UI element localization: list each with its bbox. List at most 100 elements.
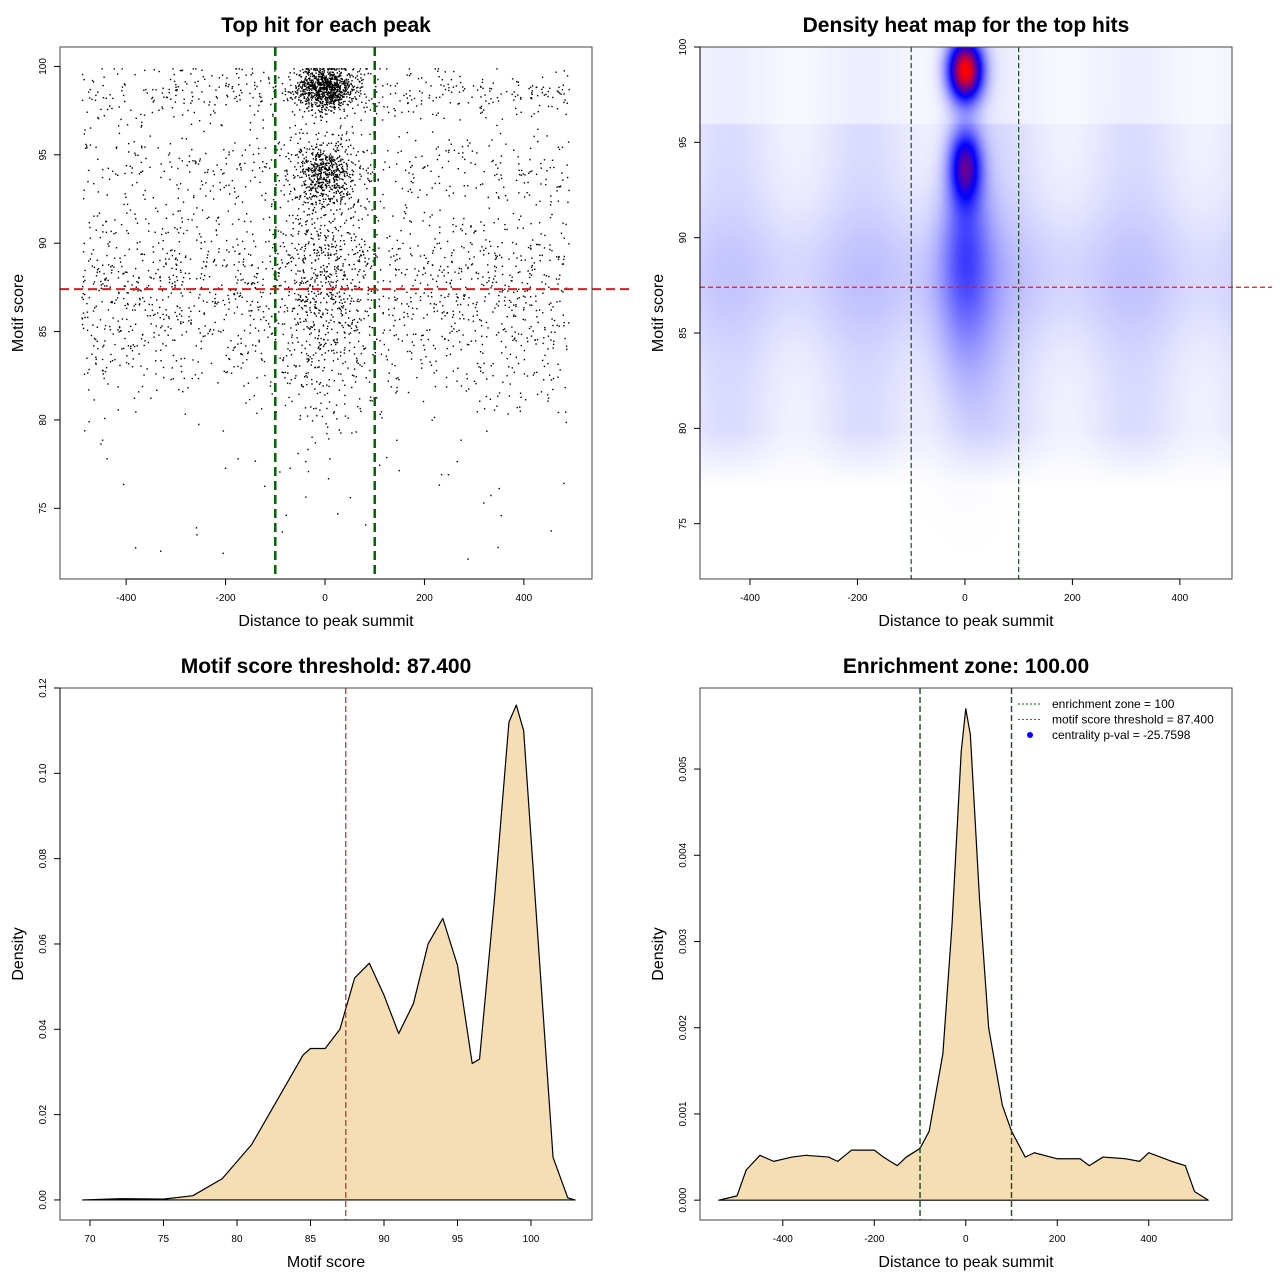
scatter-point (171, 249, 173, 251)
scatter-point (321, 186, 323, 189)
scatter-point (299, 176, 301, 179)
scatter-point (239, 99, 241, 101)
scatter-point (201, 209, 204, 211)
scatter-point (334, 87, 336, 90)
scatter-point (294, 197, 297, 199)
scatter-point (339, 201, 342, 203)
scatter-point (324, 247, 327, 250)
scatter-point (323, 270, 326, 272)
scatter-point (360, 86, 362, 88)
legend-entry: motif score threshold = 87.400 (1052, 713, 1214, 727)
scatter-point (303, 81, 305, 84)
scatter-point (163, 318, 165, 321)
scatter-point (325, 271, 328, 273)
scatter-point (141, 170, 144, 172)
scatter-point (306, 231, 308, 233)
scatter-point (339, 355, 342, 357)
scatter-point (347, 193, 349, 196)
scatter-point (302, 386, 304, 388)
scatter-point (358, 70, 361, 72)
scatter-point (312, 85, 315, 87)
scatter-point (312, 92, 314, 94)
scatter-point (331, 231, 334, 234)
scatter-point (169, 178, 171, 181)
scatter-point (351, 323, 353, 325)
scatter-point (165, 263, 167, 265)
scatter-point (332, 133, 334, 136)
scatter-point (343, 222, 346, 224)
scatter-point (346, 153, 349, 155)
scatter-point (224, 467, 227, 470)
x-tick-label: -200 (864, 1234, 884, 1245)
scatter-point (313, 169, 316, 172)
scatter-point (342, 278, 344, 281)
scatter-point (365, 208, 367, 210)
scatter-point (168, 276, 170, 278)
scatter-point (341, 190, 343, 193)
scatter-point (341, 83, 343, 85)
scatter-point (549, 248, 551, 251)
scatter-point (290, 92, 292, 94)
scatter-point (318, 88, 320, 90)
scatter-point (325, 99, 327, 102)
scatter-point (336, 68, 338, 70)
scatter-point (304, 83, 306, 85)
scatter-point (334, 226, 337, 229)
scatter-point (473, 380, 476, 383)
scatter-point (212, 110, 215, 112)
scatter-point (341, 91, 343, 93)
x-tick-label: 70 (84, 1234, 96, 1245)
scatter-point (314, 172, 317, 174)
scatter-point (322, 369, 324, 372)
scatter-point (129, 165, 132, 168)
scatter-point (338, 301, 341, 304)
scatter-point (332, 170, 335, 172)
scatter-point (165, 232, 167, 234)
scatter-point (169, 78, 172, 81)
scatter-point (223, 186, 225, 189)
scatter-point (339, 88, 342, 90)
scatter-point (326, 98, 329, 100)
scatter-point (500, 340, 503, 343)
scatter-point (320, 158, 323, 161)
scatter-point (318, 76, 320, 78)
scatter-point (340, 77, 343, 80)
scatter-point (300, 248, 302, 250)
scatter-point (113, 257, 116, 259)
scatter-point (314, 88, 316, 90)
scatter-point (315, 167, 317, 170)
scatter-point (168, 281, 171, 284)
scatter-point (462, 86, 464, 88)
scatter-point (329, 79, 332, 81)
scatter-point (174, 339, 176, 341)
scatter-point (224, 303, 226, 306)
scatter-point (111, 269, 113, 271)
scatter-point (327, 331, 329, 334)
scatter-point (121, 348, 123, 350)
scatter-point (515, 340, 517, 342)
scatter-point (457, 367, 459, 369)
scatter-point (89, 127, 92, 129)
scatter-point (358, 95, 361, 97)
scatter-point (200, 242, 202, 244)
scatter-point (237, 343, 239, 345)
scatter-point (239, 294, 242, 297)
scatter-point (321, 68, 323, 71)
scatter-point (340, 310, 343, 312)
scatter-point (174, 284, 176, 286)
scatter-point (337, 93, 340, 95)
scatter-point (203, 313, 206, 315)
scatter-point (262, 291, 264, 294)
scatter-point (339, 308, 342, 310)
scatter-point (364, 93, 366, 95)
scatter-point (306, 79, 308, 82)
scatter-point (335, 252, 337, 255)
scatter-point (127, 292, 129, 294)
scatter-point (220, 124, 222, 126)
scatter-point (489, 87, 491, 90)
scatter-point (314, 166, 316, 168)
scatter-point (308, 103, 310, 105)
scatter-point (294, 377, 296, 379)
scatter-point (318, 167, 320, 169)
scatter-point (323, 103, 325, 106)
